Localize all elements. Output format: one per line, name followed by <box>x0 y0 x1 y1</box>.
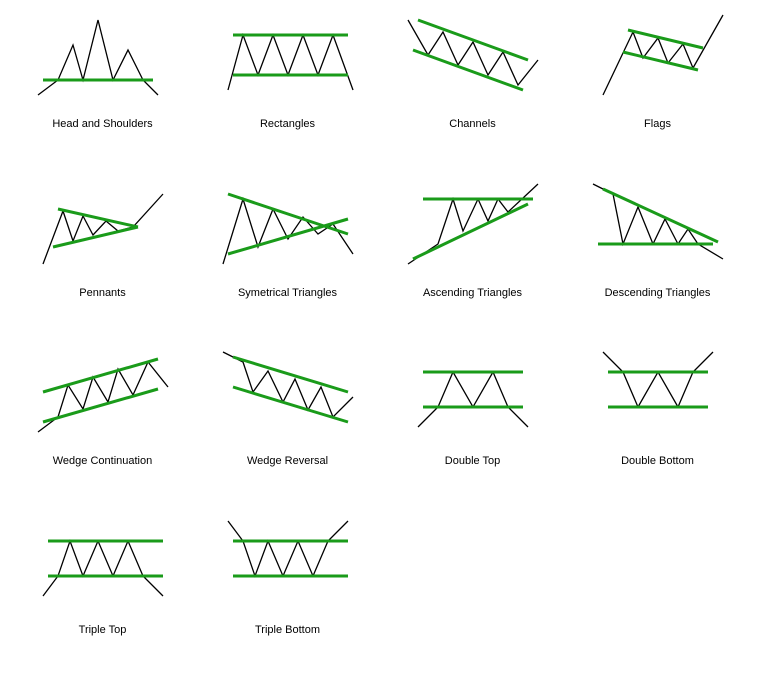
pattern-label-triple-top: Triple Top <box>79 624 127 636</box>
pattern-cell-wedge-reversal: Wedge Reversal <box>195 347 380 506</box>
pattern-cell-rectangles: Rectangles <box>195 10 380 169</box>
pattern-diagram-channels <box>398 10 548 100</box>
trend-line-1 <box>228 219 348 254</box>
trend-line-0 <box>228 194 348 234</box>
pattern-label-wedge-continuation: Wedge Continuation <box>53 455 152 467</box>
trend-line-1 <box>233 387 348 422</box>
pattern-label-rectangles: Rectangles <box>260 118 315 130</box>
price-line <box>223 199 353 264</box>
trend-line-0 <box>628 30 703 48</box>
pattern-cell-triple-bottom: Triple Bottom <box>195 516 380 675</box>
pattern-diagram-double-top <box>398 347 548 437</box>
pattern-label-descending-triangles: Descending Triangles <box>605 287 711 299</box>
pattern-diagram-symmetrical-triangles <box>213 179 363 269</box>
pattern-label-double-bottom: Double Bottom <box>621 455 694 467</box>
pattern-label-flags: Flags <box>644 118 671 130</box>
pattern-label-symmetrical-triangles: Symetrical Triangles <box>238 287 337 299</box>
price-line <box>38 362 168 432</box>
pattern-diagram-double-bottom <box>583 347 733 437</box>
pattern-diagram-wedge-continuation <box>28 347 178 437</box>
pattern-diagram-pennants <box>28 179 178 269</box>
pattern-diagram-wedge-reversal <box>213 347 363 437</box>
price-line <box>228 521 348 576</box>
pattern-label-wedge-reversal: Wedge Reversal <box>247 455 328 467</box>
trend-line-0 <box>603 189 718 242</box>
pattern-cell-flags: Flags <box>565 10 750 169</box>
pattern-cell-descending-triangles: Descending Triangles <box>565 179 750 338</box>
pattern-cell-ascending-triangles: Ascending Triangles <box>380 179 565 338</box>
price-line <box>43 541 163 596</box>
pattern-cell-wedge-continuation: Wedge Continuation <box>10 347 195 506</box>
trend-line-1 <box>413 50 523 90</box>
pattern-cell-channels: Channels <box>380 10 565 169</box>
price-line <box>38 20 158 95</box>
pattern-label-double-top: Double Top <box>445 455 500 467</box>
pattern-cell-double-bottom: Double Bottom <box>565 347 750 506</box>
trend-line-1 <box>43 389 158 422</box>
pattern-diagram-descending-triangles <box>583 179 733 269</box>
pattern-cell-head-and-shoulders: Head and Shoulders <box>10 10 195 169</box>
pattern-cell-pennants: Pennants <box>10 179 195 338</box>
pattern-diagram-flags <box>583 10 733 100</box>
price-line <box>603 352 713 407</box>
trend-line-0 <box>43 359 158 392</box>
trend-line-0 <box>418 20 528 60</box>
pattern-diagram-triple-top <box>28 516 178 606</box>
price-line <box>228 35 353 90</box>
pattern-cell-double-top: Double Top <box>380 347 565 506</box>
pattern-label-channels: Channels <box>449 118 495 130</box>
pattern-grid: Head and Shoulders Rectangles Channels Flag… <box>0 0 760 694</box>
pattern-diagram-rectangles <box>213 10 363 100</box>
price-line <box>43 194 163 264</box>
pattern-diagram-head-and-shoulders <box>28 10 178 100</box>
pattern-label-pennants: Pennants <box>79 287 125 299</box>
pattern-label-ascending-triangles: Ascending Triangles <box>423 287 522 299</box>
price-line <box>603 15 723 95</box>
price-line <box>223 352 353 417</box>
trend-line-0 <box>58 209 138 227</box>
price-line <box>418 372 528 427</box>
trend-line-1 <box>623 52 698 70</box>
pattern-cell-symmetrical-triangles: Symetrical Triangles <box>195 179 380 338</box>
price-line <box>593 184 723 259</box>
pattern-diagram-ascending-triangles <box>398 179 548 269</box>
trend-line-1 <box>413 204 528 259</box>
pattern-diagram-triple-bottom <box>213 516 363 606</box>
pattern-cell-triple-top: Triple Top <box>10 516 195 675</box>
trend-line-1 <box>53 227 138 247</box>
pattern-label-triple-bottom: Triple Bottom <box>255 624 320 636</box>
price-line <box>408 20 538 85</box>
pattern-label-head-and-shoulders: Head and Shoulders <box>52 118 152 130</box>
